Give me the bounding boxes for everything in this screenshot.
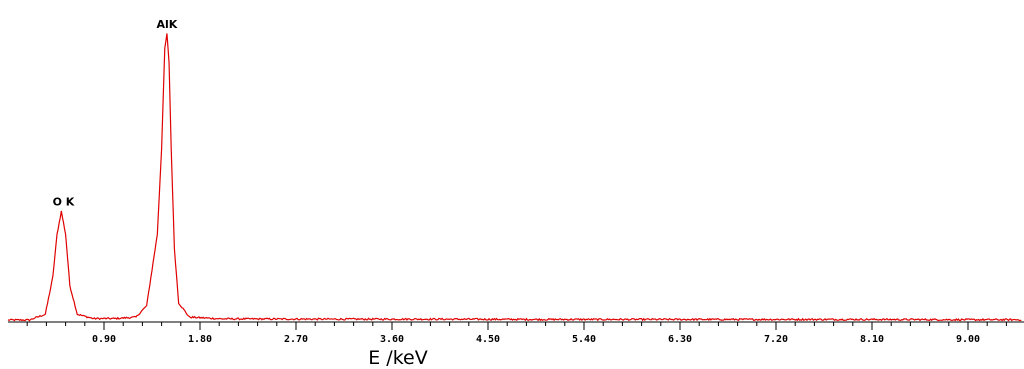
x-tick-label: 5.40 [572, 334, 596, 345]
x-tick-label: 8.10 [860, 334, 884, 345]
peak-label: O K [53, 195, 75, 208]
x-tick-label: 3.60 [380, 334, 404, 345]
peak-label: AlK [157, 18, 178, 31]
x-axis-ticks [26, 322, 1007, 330]
x-tick-label: 4.50 [476, 334, 500, 345]
x-tick-label: 6.30 [668, 334, 692, 345]
x-axis-label: E /keV [368, 347, 427, 369]
x-tick-label: 1.80 [188, 334, 212, 345]
x-tick-label: 2.70 [284, 334, 308, 345]
x-axis-tick-labels: 0.90 1.80 2.70 3.60 4.50 5.40 6.30 7.20 8.10 9.00 [92, 334, 980, 345]
x-tick-label: 9.00 [956, 334, 980, 345]
peak-labels: O K AlK [53, 18, 178, 208]
x-tick-label: 0.90 [92, 334, 116, 345]
plot-area: 0.90 1.80 2.70 3.60 4.50 5.40 6.30 7.20 8.10 9.00… [7, 18, 1024, 345]
spectrum-line [7, 33, 1022, 322]
x-tick-label: 7.20 [764, 334, 788, 345]
